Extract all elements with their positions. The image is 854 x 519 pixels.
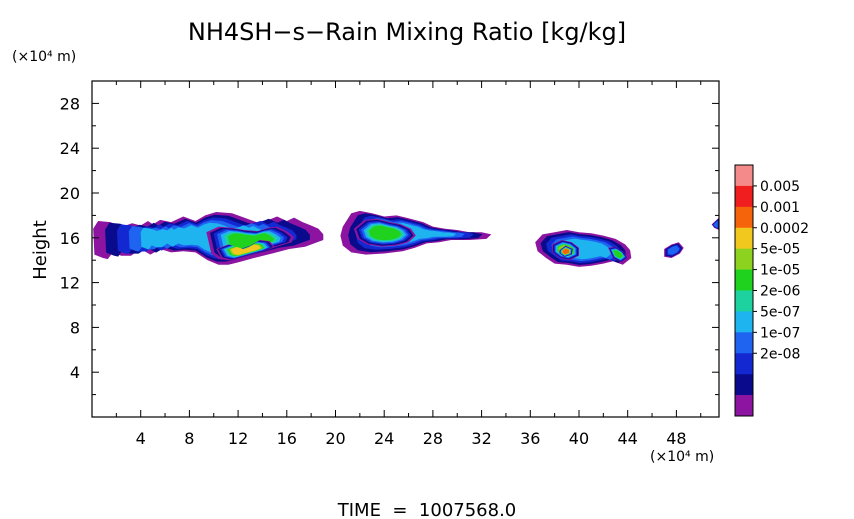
cloud-d-band bbox=[668, 245, 680, 255]
colorbar-label: 2e-08 bbox=[760, 346, 800, 362]
x-tick-label: 48 bbox=[666, 429, 686, 448]
colorbar: 0.005 0.001 0.0002 5e-05 1e-05 2e-06 5e-07 1e-0… bbox=[735, 165, 809, 417]
x-tick-label: 4 bbox=[136, 429, 146, 448]
y-unit-label: (×10⁴ m) bbox=[12, 49, 76, 65]
x-tick-label: 32 bbox=[471, 429, 491, 448]
time-footer: TIME = 1007568.0 bbox=[337, 500, 517, 519]
cloud-e-band bbox=[713, 220, 718, 228]
cloud-b-core-band bbox=[368, 225, 402, 241]
colorbar-frame bbox=[734, 164, 754, 417]
colorbar-swatch bbox=[735, 206, 753, 229]
colorbar-swatch bbox=[735, 290, 753, 312]
x-unit-label: (×10⁴ m) bbox=[650, 449, 714, 465]
x-tick-label: 24 bbox=[374, 429, 394, 448]
colorbar-swatch bbox=[735, 269, 753, 291]
y-tick-label: 20 bbox=[60, 184, 80, 203]
colorbar-label: 5e-05 bbox=[760, 242, 800, 258]
plot-frame bbox=[91, 80, 720, 418]
colorbar-swatch bbox=[735, 227, 753, 249]
x-axis-tick-labels: 4 8 12 16 20 24 28 32 36 40 44 48 bbox=[136, 429, 687, 448]
colorbar-label: 0.001 bbox=[760, 200, 800, 216]
x-tick-label: 8 bbox=[184, 429, 194, 448]
colorbar-swatch bbox=[735, 248, 753, 270]
x-tick-label: 16 bbox=[277, 429, 297, 448]
cloud-c-hot-band bbox=[562, 248, 570, 255]
y-tick-label: 12 bbox=[60, 274, 80, 293]
colorbar-swatch bbox=[735, 165, 753, 187]
y-axis-tick-labels: 4 8 12 16 20 24 28 bbox=[60, 94, 80, 382]
y-tick-label: 8 bbox=[70, 318, 80, 337]
chart-title: NH4SH−s−Rain Mixing Ratio [kg/kg] bbox=[188, 18, 626, 46]
cloud-c-tail-band bbox=[612, 250, 624, 259]
colorbar-swatch bbox=[735, 353, 753, 375]
colorbar-label: 0.005 bbox=[760, 179, 800, 195]
y-tick-label: 4 bbox=[70, 363, 80, 382]
colorbar-label: 5e-07 bbox=[760, 304, 800, 320]
colorbar-swatch bbox=[735, 185, 753, 208]
y-tick-label: 16 bbox=[60, 229, 80, 248]
colorbar-swatch bbox=[735, 332, 753, 354]
colorbar-label: 0.0002 bbox=[760, 221, 809, 237]
colorbar-swatch bbox=[735, 374, 753, 396]
x-tick-label: 44 bbox=[618, 429, 638, 448]
y-axis-label: Height bbox=[30, 220, 51, 280]
cloud-field bbox=[93, 210, 719, 267]
x-tick-label: 36 bbox=[520, 429, 540, 448]
colorbar-label: 1e-07 bbox=[760, 325, 800, 341]
cloud-a-core-band bbox=[227, 233, 275, 251]
colorbar-swatch bbox=[735, 395, 753, 417]
x-tick-label: 20 bbox=[325, 429, 345, 448]
colorbar-label: 2e-06 bbox=[760, 284, 800, 300]
axis-ticks bbox=[92, 81, 719, 417]
colorbar-label: 1e-05 bbox=[760, 263, 800, 279]
x-tick-label: 12 bbox=[228, 429, 248, 448]
colorbar-swatch bbox=[735, 311, 753, 333]
cloud-a-hot-band bbox=[231, 244, 261, 255]
x-tick-label: 28 bbox=[423, 429, 443, 448]
y-tick-label: 24 bbox=[60, 139, 80, 158]
y-tick-label: 28 bbox=[60, 94, 80, 113]
x-tick-label: 40 bbox=[569, 429, 589, 448]
